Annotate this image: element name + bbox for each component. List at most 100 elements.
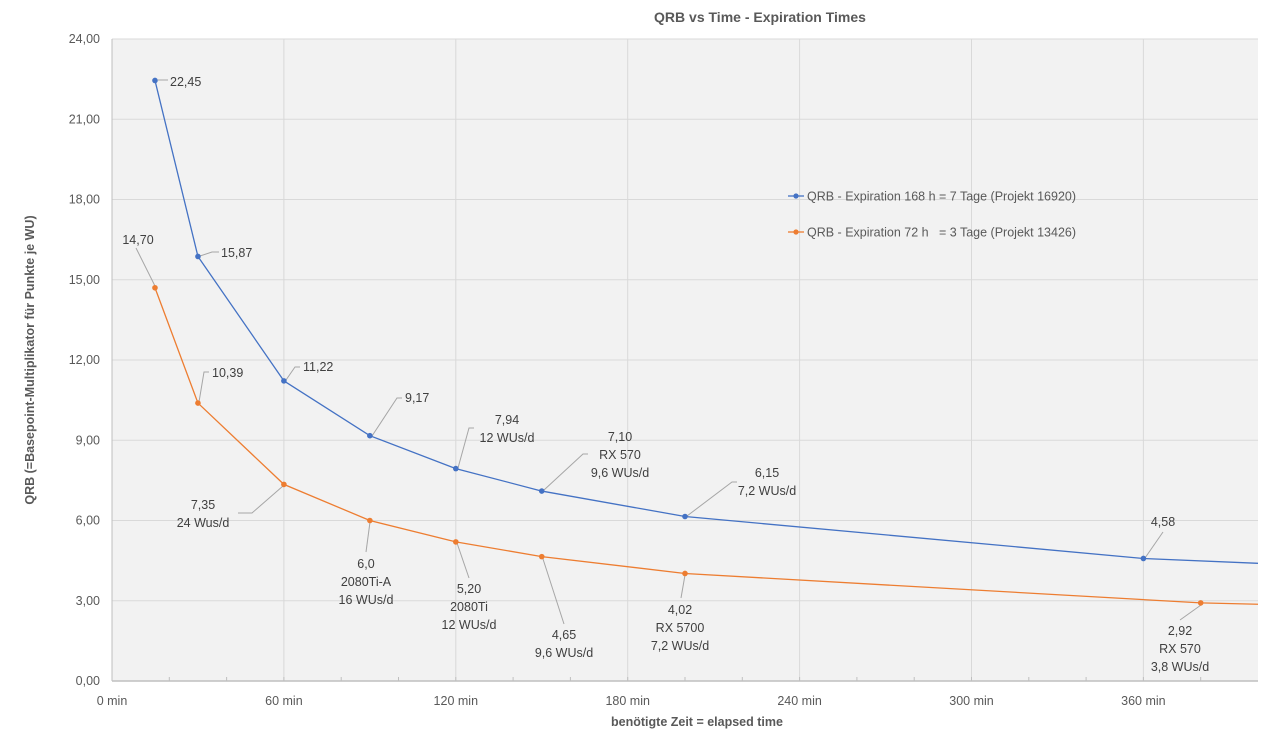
data-label: 10,39 bbox=[212, 366, 243, 380]
y-tick-label: 21,00 bbox=[69, 112, 100, 126]
data-label-line: 4,58 bbox=[1151, 515, 1175, 529]
legend: QRB - Expiration 168 h = 7 Tage (Projekt… bbox=[788, 190, 1076, 240]
data-point-marker bbox=[682, 513, 688, 520]
data-label-line: 16 WUs/d bbox=[339, 593, 394, 607]
x-tick-label: 360 min bbox=[1121, 694, 1166, 708]
data-label: 9,17 bbox=[405, 391, 429, 405]
leader-line bbox=[1144, 531, 1164, 559]
data-point-marker bbox=[195, 400, 201, 406]
data-label-line: 12 WUs/d bbox=[442, 618, 497, 632]
data-label-line: 22,45 bbox=[170, 75, 201, 89]
data-label-line: 7,10 bbox=[608, 430, 632, 444]
data-label-line: 24 Wus/d bbox=[177, 516, 230, 530]
data-label-line: 7,2 WUs/d bbox=[738, 484, 796, 498]
legend-entry-label: QRB - Expiration 72 h = 3 Tage (Projekt … bbox=[807, 226, 1076, 240]
data-label-line: 6,15 bbox=[755, 466, 779, 480]
data-label: 4,58 bbox=[1151, 515, 1175, 529]
data-label-line: 12 WUs/d bbox=[480, 431, 535, 445]
data-label: 2,92 RX 570 3,8 WUs/d bbox=[1151, 624, 1209, 674]
data-point-marker bbox=[367, 432, 373, 439]
leader-line bbox=[686, 481, 737, 517]
data-point-marker bbox=[1197, 600, 1204, 606]
legend-marker-icon bbox=[793, 193, 799, 199]
data-label-line: 4,02 bbox=[668, 603, 692, 617]
y-tick-label: 18,00 bbox=[69, 193, 100, 207]
x-axis-title: benötigte Zeit = elapsed time bbox=[611, 715, 783, 729]
data-label-line: 2080Ti bbox=[450, 600, 488, 614]
data-label: 7,35 24 Wus/d bbox=[177, 498, 230, 530]
y-tick-label: 15,00 bbox=[69, 273, 100, 287]
leader-line bbox=[365, 521, 371, 553]
data-label-line: 7,94 bbox=[495, 413, 519, 427]
data-point-marker bbox=[1140, 555, 1147, 562]
leader-line bbox=[542, 558, 565, 625]
y-tick-label: 0,00 bbox=[76, 674, 100, 688]
data-point-marker bbox=[281, 481, 287, 488]
data-label-line: RX 5700 bbox=[656, 621, 705, 635]
data-label-line: 6,0 bbox=[357, 557, 374, 571]
data-point-marker bbox=[281, 378, 287, 384]
data-label-line: RX 570 bbox=[599, 448, 641, 462]
data-label: 15,87 bbox=[221, 246, 252, 260]
data-point-marker bbox=[152, 284, 158, 291]
leader-line bbox=[285, 366, 300, 381]
chart-title: QRB vs Time - Expiration Times bbox=[654, 9, 866, 25]
leader-line bbox=[199, 251, 219, 257]
data-label: 4,65 9,6 WUs/d bbox=[535, 628, 593, 660]
data-point-marker bbox=[538, 488, 545, 494]
series-lines bbox=[152, 77, 1259, 606]
leader-line bbox=[456, 542, 470, 579]
y-tick-label: 6,00 bbox=[76, 514, 100, 528]
data-label-line: 11,22 bbox=[303, 360, 333, 374]
y-tick-label: 9,00 bbox=[76, 433, 100, 447]
y-axis-title: QRB (=Basepoint-Multiplikator für Punkte… bbox=[23, 215, 37, 504]
data-label-line: 15,87 bbox=[221, 246, 252, 260]
axes bbox=[111, 39, 1258, 682]
data-label-line: 2,92 bbox=[1168, 624, 1192, 638]
data-label: 6,0 2080Ti-A 16 WUs/d bbox=[339, 557, 394, 607]
data-label-line: 9,6 WUs/d bbox=[591, 466, 649, 480]
leader-line bbox=[198, 371, 209, 403]
data-point-marker bbox=[453, 465, 459, 472]
data-label-line: 7,35 bbox=[191, 498, 215, 512]
data-point-marker bbox=[152, 77, 158, 84]
data-label: 5,20 2080Ti 12 WUs/d bbox=[442, 582, 497, 632]
leader-line bbox=[1179, 604, 1202, 621]
leader-line bbox=[543, 453, 588, 491]
leader-line bbox=[457, 427, 474, 469]
x-tick-label: 0 min bbox=[97, 694, 128, 708]
data-labels: 22,45 15,87 11,22 9,17 7,94 12 WUs/d 7,10 RX 57… bbox=[122, 75, 1209, 674]
leader-line bbox=[680, 574, 686, 599]
y-axis-ticks: 0,00 3,00 6,00 9,00 12,00 15,00 18,00 21,00 24,0… bbox=[69, 32, 100, 688]
data-label-line: 3,8 WUs/d bbox=[1151, 660, 1209, 674]
x-tick-label: 60 min bbox=[265, 694, 303, 708]
data-point-marker bbox=[538, 553, 545, 560]
data-label-line: 14,70 bbox=[122, 233, 153, 247]
x-tick-label: 120 min bbox=[434, 694, 479, 708]
y-tick-label: 3,00 bbox=[76, 594, 100, 608]
data-label-line: 4,65 bbox=[552, 628, 576, 642]
data-label: 11,22 bbox=[303, 360, 333, 374]
gridlines bbox=[112, 38, 1258, 681]
data-label-line: 2080Ti-A bbox=[341, 575, 392, 589]
x-tick-label: 240 min bbox=[777, 694, 822, 708]
data-label-line: 10,39 bbox=[212, 366, 243, 380]
data-label-line: 7,2 WUs/d bbox=[651, 639, 709, 653]
legend-entry-label: QRB - Expiration 168 h = 7 Tage (Projekt… bbox=[807, 190, 1076, 204]
x-tick-label: 180 min bbox=[605, 694, 650, 708]
data-label-line: 9,17 bbox=[405, 391, 429, 405]
data-label: 7,10 RX 570 9,6 WUs/d bbox=[591, 430, 649, 480]
leader-line bbox=[238, 485, 284, 514]
y-tick-label: 12,00 bbox=[69, 353, 100, 367]
data-point-marker bbox=[682, 570, 688, 577]
data-label-line: 9,6 WUs/d bbox=[535, 646, 593, 660]
x-axis-ticks: 0 min 60 min 120 min 180 min 240 min 300 min 3… bbox=[97, 694, 1166, 708]
y-tick-label: 24,00 bbox=[69, 32, 100, 46]
data-label: 7,94 12 WUs/d bbox=[480, 413, 535, 445]
data-label-line: 5,20 bbox=[457, 582, 481, 596]
data-label: 22,45 bbox=[170, 75, 201, 89]
data-label-leader-lines bbox=[135, 79, 1202, 625]
x-tick-label: 300 min bbox=[949, 694, 994, 708]
leader-line bbox=[135, 247, 156, 287]
